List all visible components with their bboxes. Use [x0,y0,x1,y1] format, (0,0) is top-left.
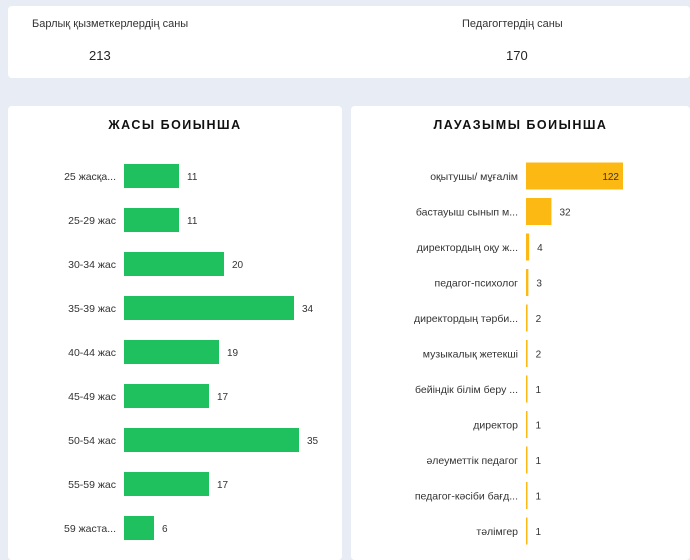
category-label: әлеуметтік педагог [426,455,518,467]
data-label: 17 [217,480,229,491]
data-label: 1 [536,385,542,396]
bar[interactable] [124,340,219,364]
age-chart-title: ЖАСЫ БОИЫНША [108,118,242,132]
category-label: директор [473,420,518,432]
data-label: 11 [187,172,198,183]
bar[interactable] [526,517,528,545]
position-chart-title: ЛАУАЗЫМЫ БОИЫНША [433,118,608,132]
bar[interactable] [124,252,224,276]
category-label: 25 жасқа... [64,171,116,183]
category-label: бастауыш сынып м... [416,207,518,219]
category-label: 45-49 жас [68,391,116,403]
bar[interactable] [124,516,154,540]
data-label: 1 [536,421,542,432]
bar[interactable] [124,296,294,320]
category-label: 25-29 жас [68,215,116,227]
category-label: 35-39 жас [68,303,116,315]
data-label: 4 [537,243,543,254]
category-label: педагог-психолог [435,278,519,290]
bar[interactable] [526,162,623,190]
bar[interactable] [124,164,179,188]
bar[interactable] [124,428,299,452]
bar[interactable] [526,446,528,474]
position-chart-card: ЛАУАЗЫМЫ БОИЫНША оқытушы/ мұғалім 122 баст… [351,106,690,560]
data-label: 122 [602,172,619,183]
bar[interactable] [526,304,528,332]
category-label: 55-59 жас [68,479,116,491]
bar[interactable] [124,384,209,408]
bar[interactable] [526,340,528,367]
category-label: педагог-кәсіби бағд... [415,491,518,503]
age-chart-card: ЖАСЫ БОИЫНША 25 жасқа... 11 25-29 жас 11 30-… [8,106,342,560]
data-label: 1 [536,527,542,538]
data-label: 19 [227,348,239,359]
bar[interactable] [526,375,528,403]
data-label: 1 [536,492,542,503]
data-label: 6 [162,524,168,535]
category-label: директордың тәрби... [414,313,518,325]
category-label: 40-44 жас [68,347,116,359]
data-label: 34 [302,304,314,315]
category-label: 30-34 жас [68,259,116,271]
data-label: 3 [536,279,542,290]
age-chart: 25 жасқа... 11 25-29 жас 11 30-34 жас 20 35-39… [64,164,319,540]
bar[interactable] [124,208,179,232]
bar[interactable] [526,269,529,296]
bar[interactable] [526,198,552,225]
category-label: 50-54 жас [68,435,116,447]
kpi-value-teachers: 170 [506,48,528,63]
category-label: 59 жаста... [64,523,116,535]
category-label: тәлімгер [476,526,518,538]
category-label: оқытушы/ мұғалім [430,171,518,183]
category-label: директордың оқу ж... [417,242,518,254]
data-label: 11 [187,216,198,227]
bar[interactable] [526,482,528,509]
data-label: 35 [307,436,319,447]
data-label: 20 [232,260,244,271]
kpi-label-teachers: Педагогтердің саны [462,18,563,30]
data-label: 32 [559,208,571,219]
bar[interactable] [124,472,209,496]
kpi-label-total-staff: Барлық қызметкерлердің саны [32,18,189,30]
kpi-card: Барлық қызметкерлердің саны 213 Педагогт… [8,6,690,78]
bar[interactable] [526,233,530,261]
category-label: бейіндік білім беру ... [415,384,518,396]
data-label: 17 [217,392,229,403]
data-label: 2 [536,350,542,361]
data-label: 1 [536,456,542,467]
data-label: 2 [536,314,542,325]
bar[interactable] [526,411,528,438]
category-label: музыкалық жетекші [423,349,518,361]
kpi-value-total-staff: 213 [89,48,111,63]
